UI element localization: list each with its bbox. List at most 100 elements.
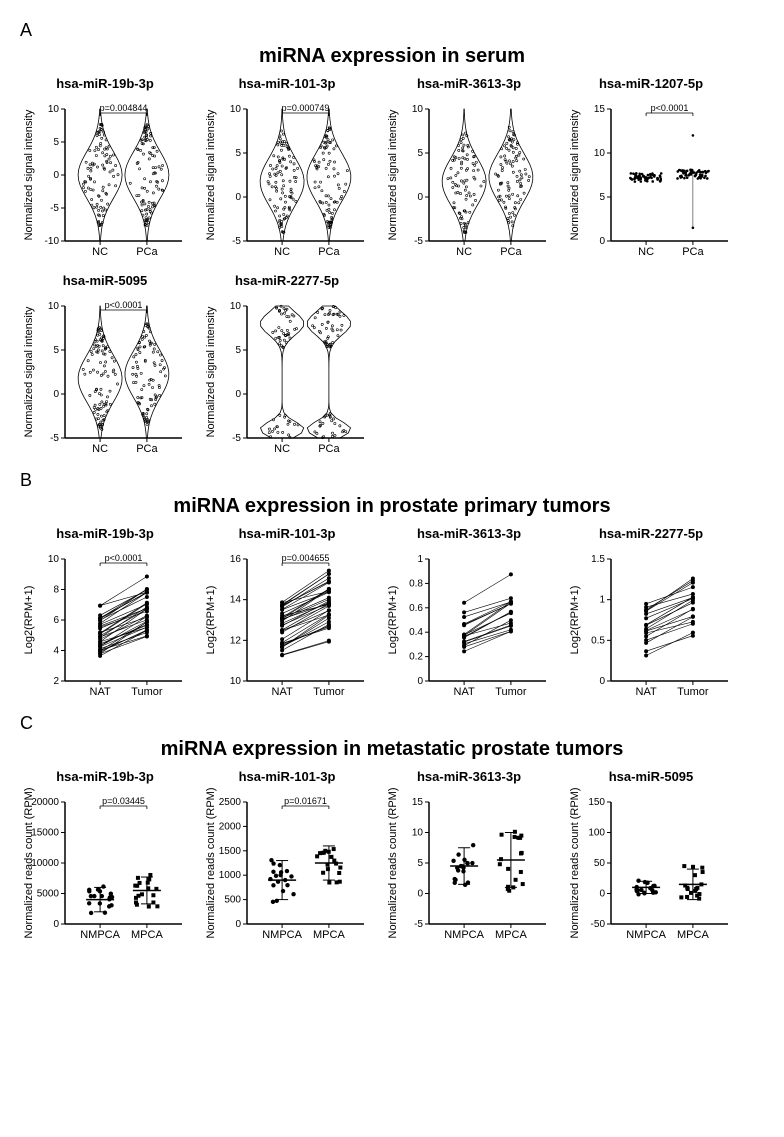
svg-text:10: 10 [230, 301, 242, 312]
svg-text:-5: -5 [50, 203, 59, 214]
plot-c-1: hsa-miR-101-3p 05001000150020002500Norma… [202, 769, 372, 946]
plot-c-2-svg: -5051015Normalized reads count (RPM)NMPC… [384, 786, 554, 946]
svg-text:NMPCA: NMPCA [80, 929, 120, 941]
plot-c-0-svg: 0 5000 10000 15000 20000Normalized reads cou… [20, 786, 190, 946]
svg-text:10: 10 [594, 148, 606, 159]
svg-text:0: 0 [235, 389, 241, 400]
svg-text:0.4: 0.4 [409, 627, 423, 638]
svg-text:PCa: PCa [136, 246, 158, 258]
plot-c-1-svg: 05001000150020002500Normalized reads cou… [202, 786, 372, 946]
svg-text:5: 5 [599, 192, 605, 203]
svg-text:1500: 1500 [219, 846, 242, 857]
svg-text:p=0.004844: p=0.004844 [100, 103, 148, 113]
svg-text:NAT: NAT [454, 686, 475, 698]
svg-text:p<0.0001: p<0.0001 [105, 300, 143, 310]
svg-text:0: 0 [53, 170, 59, 181]
svg-text:50: 50 [594, 858, 606, 869]
svg-text:p=0.000749: p=0.000749 [282, 103, 330, 113]
plot-b-0-title: hsa-miR-19b-3p [56, 526, 154, 541]
svg-text:NC: NC [274, 443, 290, 455]
plot-b-1-title: hsa-miR-101-3p [239, 526, 336, 541]
svg-text:10: 10 [230, 676, 242, 687]
panel-c-label: C [20, 713, 764, 734]
plot-b-2-svg: 00.20.40.60.81Log2(RPM+1)NATTumor [384, 543, 554, 703]
svg-text:Normalized reads count (RPM): Normalized reads count (RPM) [23, 788, 35, 939]
svg-text:0: 0 [417, 676, 423, 687]
svg-text:4: 4 [53, 646, 59, 657]
plot-c-0-title: hsa-miR-19b-3p [56, 769, 154, 784]
svg-text:p=0.004655: p=0.004655 [282, 553, 330, 563]
svg-text:NC: NC [456, 246, 472, 258]
svg-text:Tumor: Tumor [313, 686, 345, 698]
svg-text:5000: 5000 [37, 889, 60, 900]
svg-text:5: 5 [53, 345, 59, 356]
plot-a-3: hsa-miR-1207-5p 051015Normalized signal … [566, 76, 736, 263]
panel-a-title: miRNA expression in serum [20, 45, 764, 68]
svg-text:MPCA: MPCA [677, 929, 709, 941]
svg-text:Normalized reads count (RPM): Normalized reads count (RPM) [205, 788, 217, 939]
plot-c-3-title: hsa-miR-5095 [609, 769, 694, 784]
svg-text:1000: 1000 [219, 870, 242, 881]
svg-text:1: 1 [599, 595, 605, 606]
plot-b-3: hsa-miR-2277-5p 00.511.5Log2(RPM+1)NATTu… [566, 526, 736, 703]
plot-b-2: hsa-miR-3613-3p 00.20.40.60.81Log2(RPM+1… [384, 526, 554, 703]
svg-text:0: 0 [599, 676, 605, 687]
svg-text:NAT: NAT [272, 686, 293, 698]
plot-a-1-svg: -50510Normalized signal intensityNCPCap=… [202, 93, 372, 263]
svg-text:Normalized signal intensity: Normalized signal intensity [23, 109, 35, 240]
plot-a-3-svg: 051015Normalized signal intensityNCPCap<… [566, 93, 736, 263]
svg-text:5: 5 [53, 137, 59, 148]
svg-text:NAT: NAT [636, 686, 657, 698]
svg-text:MPCA: MPCA [313, 929, 345, 941]
svg-text:0: 0 [235, 919, 241, 930]
svg-text:Normalized signal intensity: Normalized signal intensity [205, 109, 217, 240]
svg-text:15000: 15000 [31, 828, 59, 839]
svg-text:2: 2 [53, 676, 59, 687]
plot-a-3-title: hsa-miR-1207-5p [599, 76, 703, 91]
svg-text:10: 10 [230, 104, 242, 115]
svg-text:NAT: NAT [90, 686, 111, 698]
svg-text:1: 1 [417, 554, 423, 565]
svg-text:0: 0 [417, 192, 423, 203]
svg-text:10: 10 [412, 104, 424, 115]
svg-text:NMPCA: NMPCA [626, 929, 666, 941]
svg-text:0: 0 [235, 192, 241, 203]
plot-c-2-title: hsa-miR-3613-3p [417, 769, 521, 784]
svg-text:-5: -5 [50, 433, 59, 444]
plot-a-5: hsa-miR-2277-5p -50510Normalized signal … [202, 273, 372, 460]
panel-c-row: hsa-miR-19b-3p 05000100001500020000Norma… [20, 769, 764, 946]
svg-text:NMPCA: NMPCA [444, 929, 484, 941]
svg-text:-10: -10 [45, 236, 60, 247]
plot-b-0-svg: 246810Log2(RPM+1)NATTumorp<0.0001 [20, 543, 190, 703]
svg-text:NC: NC [92, 246, 108, 258]
plot-c-3-svg: -50050100150Normalized reads count (RPM)… [566, 786, 736, 946]
svg-text:0: 0 [53, 919, 59, 930]
svg-text:5: 5 [417, 858, 423, 869]
plot-b-1: hsa-miR-101-3p 10121416Log2(RPM+1)NATTum… [202, 526, 372, 703]
svg-text:Normalized signal intensity: Normalized signal intensity [387, 109, 399, 240]
plot-a-0-svg: -10-50510Normalized signal intensityNCPC… [20, 93, 190, 263]
svg-text:0.2: 0.2 [409, 652, 423, 663]
svg-text:Tumor: Tumor [131, 686, 163, 698]
panel-b-label: B [20, 470, 764, 491]
svg-text:Normalized signal intensity: Normalized signal intensity [569, 109, 581, 240]
plot-a-4-svg: -50510Normalized signal intensityNCPCap<… [20, 290, 190, 460]
svg-text:p=0.01671: p=0.01671 [284, 796, 327, 806]
svg-text:0.6: 0.6 [409, 603, 423, 614]
svg-text:0.8: 0.8 [409, 578, 423, 589]
svg-text:20000: 20000 [31, 797, 59, 808]
svg-text:5: 5 [235, 345, 241, 356]
svg-text:0: 0 [599, 889, 605, 900]
svg-text:p=0.03445: p=0.03445 [102, 796, 145, 806]
plot-c-0: hsa-miR-19b-3p 0 5000 10000 15000 20000Norma… [20, 769, 190, 946]
svg-text:PCa: PCa [682, 246, 704, 258]
svg-text:5: 5 [235, 148, 241, 159]
svg-text:10000: 10000 [31, 858, 59, 869]
svg-text:Normalized signal intensity: Normalized signal intensity [23, 306, 35, 437]
svg-text:Normalized reads count (RPM): Normalized reads count (RPM) [569, 788, 581, 939]
svg-text:p<0.0001: p<0.0001 [105, 553, 143, 563]
plot-a-5-svg: -50510Normalized signal intensityNCPCa [202, 290, 372, 460]
panel-a-row1: hsa-miR-19b-3p -10-50510Normalized signa… [20, 76, 764, 263]
svg-text:14: 14 [230, 595, 242, 606]
svg-text:5: 5 [417, 148, 423, 159]
